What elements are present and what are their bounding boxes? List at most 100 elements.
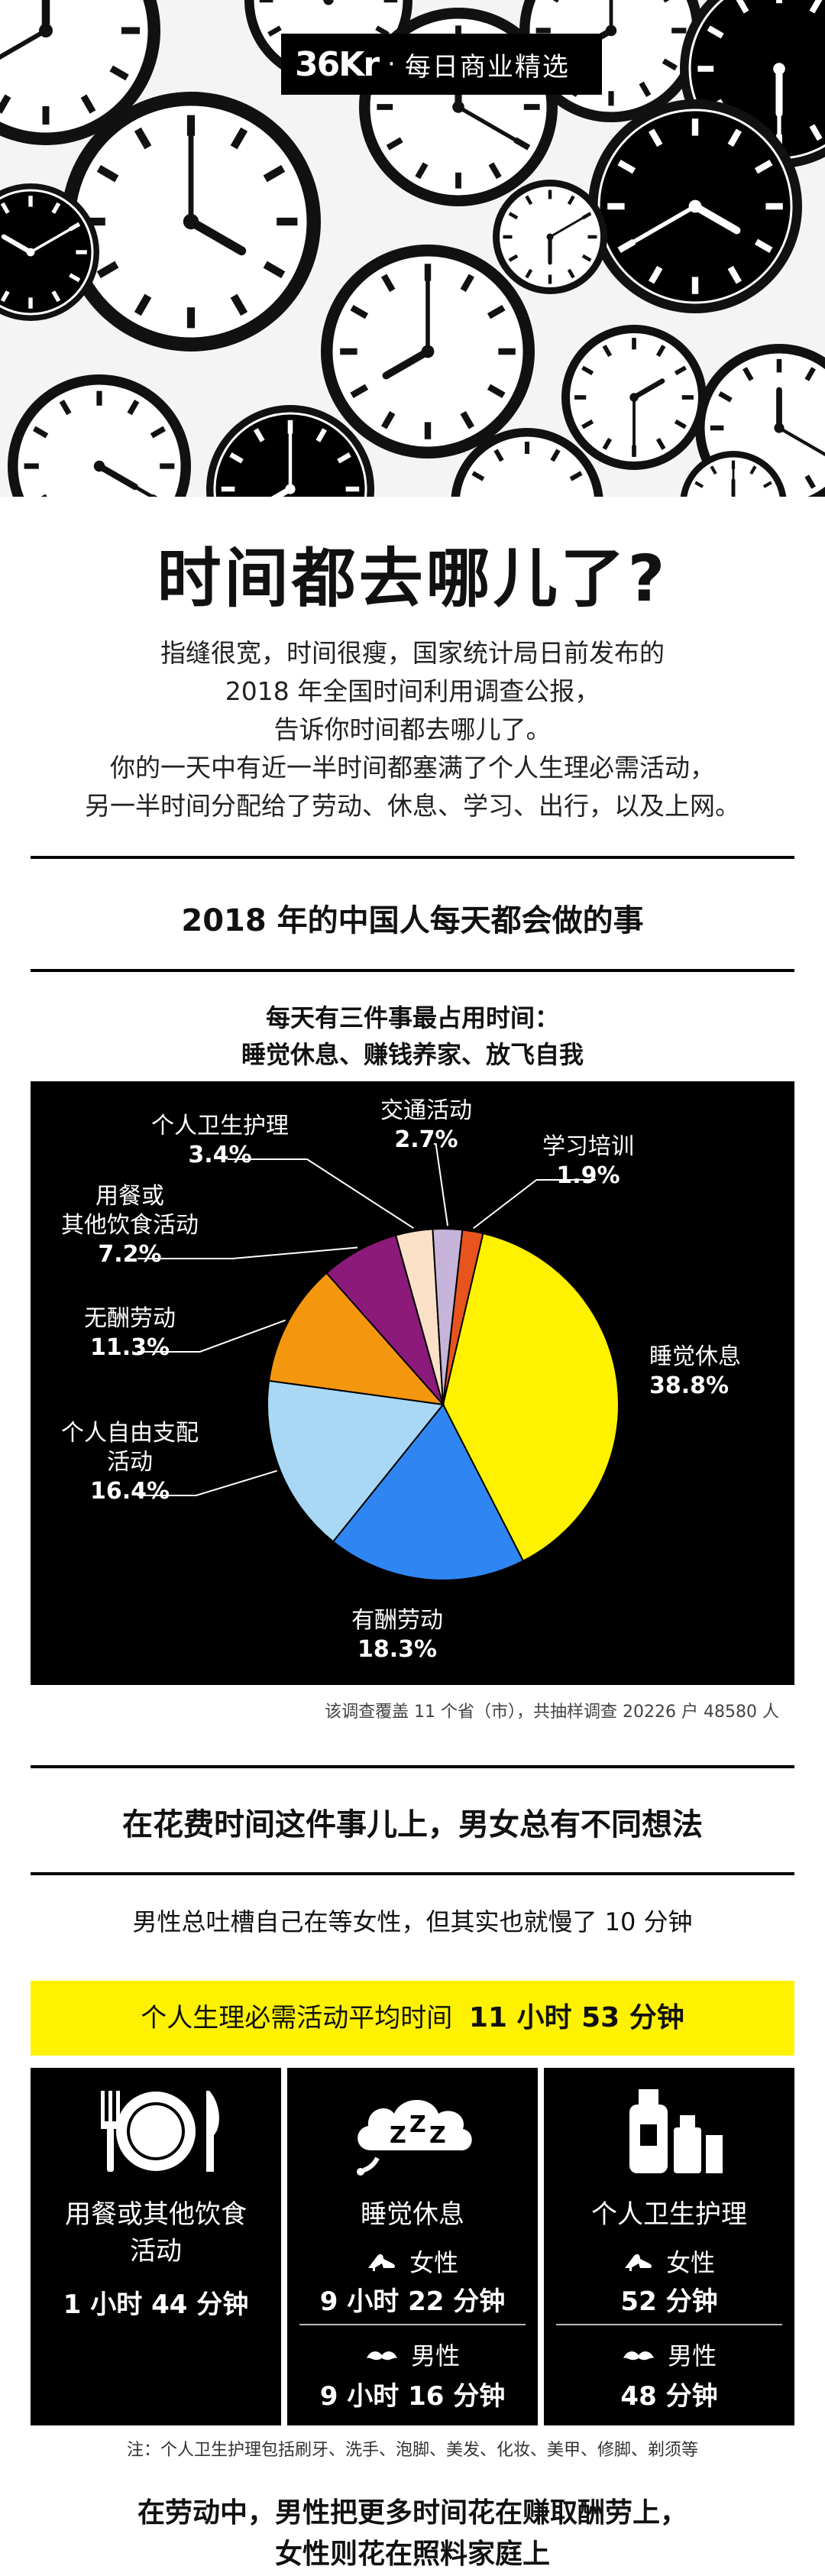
pie-slice-value: 11.3% [90, 1334, 170, 1361]
card-eating-value: 1 小时 44 分钟 [63, 2289, 249, 2320]
page-title: 时间都去哪儿了? [157, 541, 668, 616]
pie-slice [325, 1234, 444, 1405]
section-divider [31, 1872, 794, 1875]
pie-slice-value: 1.9% [556, 1162, 620, 1189]
clock-face [8, 374, 191, 497]
chart-subtitle-line: 每天有三件事最占用时间： [265, 1003, 559, 1032]
pie-slice-label: 活动 [107, 1449, 153, 1476]
clock-face [0, 183, 99, 321]
clock-face [206, 405, 374, 497]
chart-subtitle-line: 睡觉休息、赚钱养家、放飞自我 [241, 1040, 584, 1069]
logo-tagline: 每日商业精选 [404, 51, 570, 83]
pie-slice-value: 7.2% [98, 1241, 161, 1268]
pie-leader-line [473, 1179, 596, 1230]
average-time-label: 个人生理必需活动平均时间 [141, 2003, 453, 2033]
card-eating: 用餐或其他饮食 活动 1 小时 44 分钟 [31, 2068, 281, 2425]
average-time-value: 11 小时 53 分钟 [468, 2002, 684, 2033]
bottom-line: 女性则花在照料家庭上 [274, 2539, 550, 2570]
intro-line: 2018 年全国时间利用调查公报， [225, 676, 600, 706]
female-label: 女性 [666, 2248, 716, 2277]
high-heel-icon [367, 2250, 397, 2279]
card-eating-label: 活动 [130, 2236, 182, 2267]
card-sleep: Z Z Z 睡觉休息 女性 9 小时 22 分钟 男性 9 小时 16 分钟 [287, 2068, 538, 2425]
pie-leader-line [138, 1469, 277, 1496]
high-heel-icon [623, 2250, 654, 2279]
pie-slice-value: 2.7% [394, 1126, 458, 1153]
pie-leader-line [138, 1246, 358, 1259]
mustache-icon [365, 2343, 399, 2372]
section2-subtitle: 男性总吐槽自己在等女性，但其实也就慢了 10 分钟 [132, 1907, 693, 1936]
pie-leader-line [434, 1143, 449, 1226]
pie-slice-label: 交通活动 [380, 1097, 472, 1124]
pie-leader-line [228, 1158, 414, 1230]
section-divider [31, 1765, 794, 1768]
clock-face [561, 325, 707, 470]
kr-logo: 36Kr [295, 44, 380, 84]
section-divider [31, 856, 794, 859]
male-sleep-value: 9 小时 16 分钟 [319, 2381, 506, 2412]
male-label: 男性 [411, 2341, 461, 2370]
female-sleep-value: 9 小时 22 分钟 [319, 2286, 506, 2317]
pie-slice-label: 有酬劳动 [351, 1607, 443, 1634]
pie-slice-label: 个人自由支配 [61, 1420, 199, 1447]
pie-slice [267, 1379, 445, 1543]
pie-slice [267, 1272, 445, 1406]
intro-paragraph: 指缝很宽，时间很瘦，国家统计局日前发布的 2018 年全国时间利用调查公报， 告… [69, 634, 756, 825]
clock-face [321, 245, 535, 458]
intro-line: 另一半时间分配给了劳动、休息、学习、出行，以及上网。 [85, 791, 740, 821]
card-hygiene-label: 个人卫生护理 [591, 2199, 747, 2230]
chart-subtitle: 每天有三件事最占用时间： 睡觉休息、赚钱养家、放飞自我 [0, 1000, 825, 1073]
intro-line: 告诉你时间都去哪儿了。 [273, 714, 552, 744]
logo-separator: · [387, 49, 396, 79]
average-time-banner: 个人生理必需活动平均时间 11 小时 53 分钟 [31, 1981, 794, 2056]
pie-slice-label: 用餐或 [95, 1183, 164, 1210]
intro-line: 你的一天中有近一半时间都塞满了个人生理必需活动， [110, 753, 715, 783]
zzz-cloud-icon: Z Z Z [287, 2082, 538, 2181]
section-divider [31, 969, 794, 972]
logo-bar: 36Kr · 每日商业精选 [281, 34, 602, 95]
female-row: 女性 [544, 2244, 794, 2279]
pie-slice [442, 1232, 620, 1563]
card-hygiene: 个人卫生护理 女性 52 分钟 男性 48 分钟 [544, 2068, 794, 2425]
survey-note: 该调查覆盖 11 个省（市），共抽样调查 20226 户 48580 人 [325, 1703, 779, 1722]
pie-slice-label: 个人卫生护理 [151, 1113, 289, 1139]
toiletries-icon [544, 2082, 794, 2181]
section1-title: 2018 年的中国人每天都会做的事 [181, 903, 644, 938]
mustache-icon [622, 2343, 655, 2372]
intro-line: 指缝很宽，时间很瘦，国家统计局日前发布的 [160, 638, 665, 668]
card-sleep-label: 睡觉休息 [361, 2199, 464, 2230]
hero-clocks-banner: 36Kr · 每日商业精选 [0, 0, 825, 497]
clock-face [451, 428, 603, 497]
clock-face [493, 180, 607, 294]
bottom-summary: 在劳动中，男性把更多时间花在赚取酬劳上， 女性则花在照料家庭上 [0, 2493, 825, 2575]
svg-text:Z: Z [429, 2122, 446, 2149]
card-separator [556, 2324, 782, 2325]
pie-slice-value: 16.4% [90, 1478, 170, 1505]
clock-face [588, 99, 802, 313]
clock-face [0, 0, 160, 145]
card-eating-label: 用餐或其他饮食 [65, 2199, 247, 2230]
pie-slice-value: 38.8% [649, 1372, 729, 1399]
female-label: 女性 [409, 2248, 459, 2277]
female-row: 女性 [287, 2244, 538, 2279]
pie-slice-label: 其他饮食活动 [61, 1212, 199, 1239]
male-hygiene-value: 48 分钟 [620, 2381, 718, 2412]
pie-slice-label: 睡觉休息 [649, 1343, 741, 1370]
male-row: 男性 [544, 2337, 794, 2372]
plate-cutlery-icon [31, 2082, 281, 2181]
svg-text:Z: Z [409, 2111, 426, 2138]
pie-slice-label: 无酬劳动 [84, 1305, 176, 1332]
section2-title: 在花费时间这件事儿上，男女总有不同想法 [122, 1807, 703, 1842]
male-label: 男性 [668, 2341, 717, 2370]
hygiene-footnote: 注：个人卫生护理包括刷牙、洗手、泡脚、美发、化妆、美甲、修脚、剃须等 [126, 2441, 698, 2460]
pie-slice-value: 3.4% [188, 1142, 251, 1168]
pie-slice [442, 1229, 484, 1405]
pie-slice [332, 1403, 525, 1581]
pie-leader-line [138, 1319, 286, 1353]
svg-text:Z: Z [390, 2122, 406, 2149]
clock-face [61, 92, 321, 352]
bottom-line: 在劳动中，男性把更多时间花在赚取酬劳上， [137, 2497, 688, 2529]
pie-slice-label: 学习培训 [542, 1133, 634, 1160]
pie-chart-panel: 睡觉休息 38.8% 有酬劳动 18.3% 个人自由支配 活动 16.4% 无酬劳动 11.3%… [31, 1081, 794, 1685]
